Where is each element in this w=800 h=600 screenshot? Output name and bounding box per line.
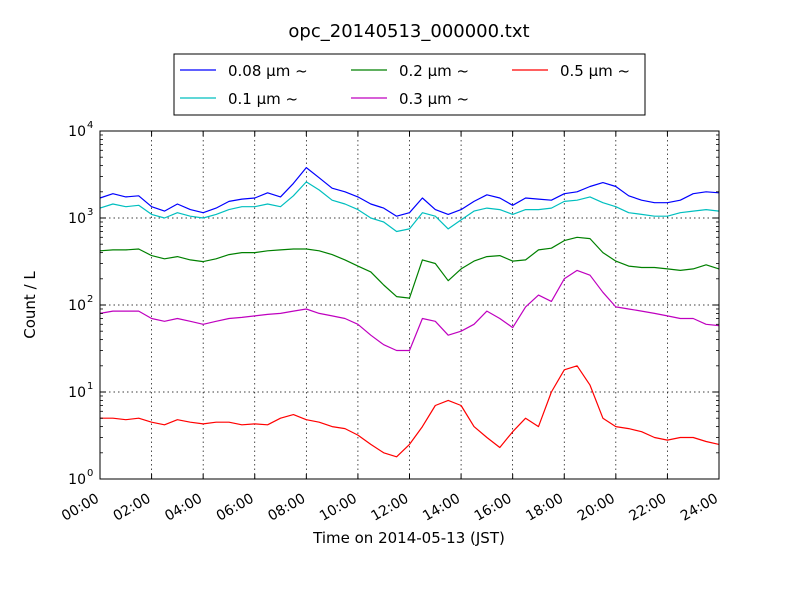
x-tick-label: 10:00 <box>317 491 360 525</box>
plot-lines <box>99 167 720 458</box>
y-tick-exponent: 2 <box>87 294 93 305</box>
legend: 0.08 μm ~ 0.2 μm ~ 0.5 μm ~ 0.1 μm ~ 0.3 μm … <box>173 53 646 116</box>
series-line-2 <box>100 365 720 458</box>
x-tick-label: 08:00 <box>265 491 308 525</box>
legend-box <box>173 53 646 116</box>
series-line-4 <box>99 269 720 352</box>
legend-label: 0.1 μm ~ <box>228 90 298 108</box>
x-tick-label: 04:00 <box>162 491 205 525</box>
y-tick-label: 10 <box>68 472 86 488</box>
y-tick-label: 10 <box>68 211 86 227</box>
x-tick-label: 02:00 <box>111 491 154 525</box>
legend-label: 0.3 μm ~ <box>399 90 469 108</box>
x-tick-label: 18:00 <box>523 491 566 525</box>
x-tick-label: 06:00 <box>214 491 257 525</box>
plot-frame <box>99 130 720 480</box>
x-tick-label: 24:00 <box>678 491 721 525</box>
y-tick-exponent: 1 <box>87 381 93 392</box>
y-tick-label: 10 <box>68 298 86 314</box>
series-line-0 <box>99 167 720 217</box>
x-tick-label: 00:00 <box>59 491 102 525</box>
legend-label: 0.5 μm ~ <box>560 62 630 80</box>
x-tick-label: 12:00 <box>369 491 412 525</box>
series-line-3 <box>99 181 720 233</box>
x-axis-label: Time on 2014-05-13 (JST) <box>312 529 505 547</box>
y-tick-label: 10 <box>68 124 86 140</box>
y-tick-label: 10 <box>68 385 86 401</box>
y-axis-label: Count / L <box>21 271 39 339</box>
x-tick-label: 22:00 <box>626 491 669 525</box>
legend-label: 0.2 μm ~ <box>399 62 469 80</box>
x-tick-label: 14:00 <box>420 491 463 525</box>
x-tick-label: 20:00 <box>575 491 618 525</box>
series-line-1 <box>99 236 720 299</box>
y-tick-exponent: 4 <box>87 120 93 131</box>
x-tick-label: 16:00 <box>472 491 515 525</box>
y-tick-exponent: 3 <box>87 207 93 218</box>
chart-title: opc_20140513_000000.txt <box>288 21 529 42</box>
y-tick-exponent: 0 <box>87 468 93 479</box>
gridlines <box>100 131 719 479</box>
legend-label: 0.08 μm ~ <box>228 62 308 80</box>
